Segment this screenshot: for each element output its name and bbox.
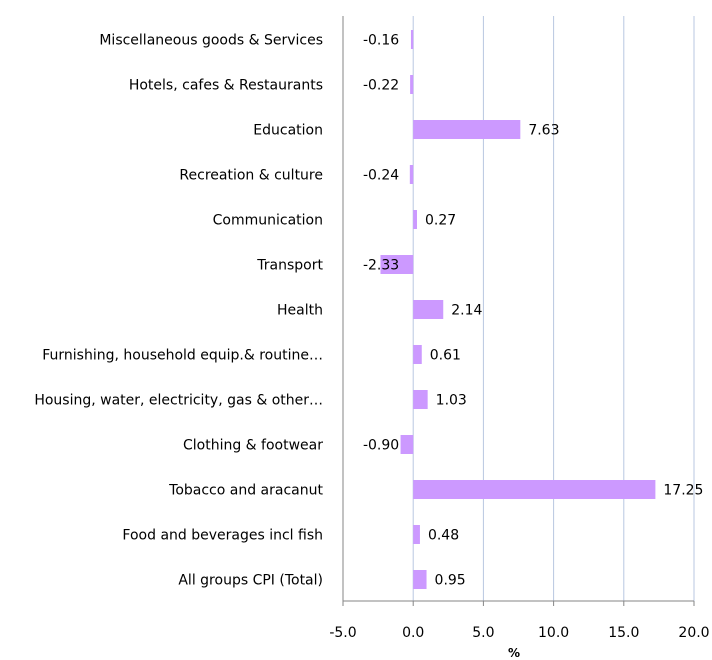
gridlines <box>342 16 695 601</box>
data-label: 0.27 <box>425 213 456 229</box>
category-labels: Miscellaneous goods & Services Hotels, ca… <box>34 33 323 589</box>
tick-labels: -5.0 0.0 5.0 10.0 15.0 20.0 <box>329 625 709 641</box>
bar <box>413 570 427 589</box>
category-label: Hotels, cafes & Restaurants <box>129 78 323 94</box>
category-label: Health <box>277 303 323 319</box>
bar <box>413 210 417 229</box>
category-label: Communication <box>213 213 323 229</box>
category-label: Recreation & culture <box>179 168 323 184</box>
x-axis-title: % <box>508 646 520 660</box>
x-tick-label: -5.0 <box>329 625 356 641</box>
category-label: Tobacco and aracanut <box>168 483 323 499</box>
bar <box>413 525 420 544</box>
category-label: Food and beverages incl fish <box>122 528 323 544</box>
bar <box>413 345 422 364</box>
value-axis <box>342 600 695 606</box>
bar <box>409 165 414 184</box>
bar <box>380 255 414 274</box>
category-label: Transport <box>256 258 323 274</box>
data-labels: -0.16 -0.22 7.63 -0.24 0.27 -2.33 2.14 0.61 1.03… <box>363 33 704 589</box>
x-tick-label: 15.0 <box>608 625 639 641</box>
category-label: All groups CPI (Total) <box>178 573 323 589</box>
bar <box>410 75 414 94</box>
data-label: -0.24 <box>363 168 399 184</box>
bars <box>380 30 656 589</box>
bar <box>413 120 521 139</box>
category-label: Education <box>253 123 323 139</box>
data-label: -2.33 <box>363 258 399 274</box>
bar <box>413 390 428 409</box>
data-label: -0.90 <box>363 438 399 454</box>
x-tick-label: 10.0 <box>538 625 569 641</box>
data-label: 7.63 <box>528 123 559 139</box>
data-label: 1.03 <box>436 393 467 409</box>
category-label: Miscellaneous goods & Services <box>99 33 323 49</box>
data-label: 0.95 <box>435 573 466 589</box>
bar <box>400 435 414 454</box>
category-label: Housing, water, electricity, gas & other… <box>34 393 323 409</box>
data-label: -0.22 <box>363 78 399 94</box>
bar <box>413 480 656 499</box>
data-label: 0.61 <box>430 348 461 364</box>
data-label: -0.16 <box>363 33 399 49</box>
data-label: 17.25 <box>663 483 703 499</box>
x-tick-label: 5.0 <box>472 625 494 641</box>
category-label: Clothing & footwear <box>183 438 323 454</box>
x-tick-label: 0.0 <box>402 625 424 641</box>
bar <box>413 300 444 319</box>
data-label: 0.48 <box>428 528 459 544</box>
category-label: Furnishing, household equip.& routine… <box>42 348 323 364</box>
x-tick-label: 20.0 <box>678 625 709 641</box>
data-label: 2.14 <box>451 303 482 319</box>
bar <box>410 30 414 49</box>
